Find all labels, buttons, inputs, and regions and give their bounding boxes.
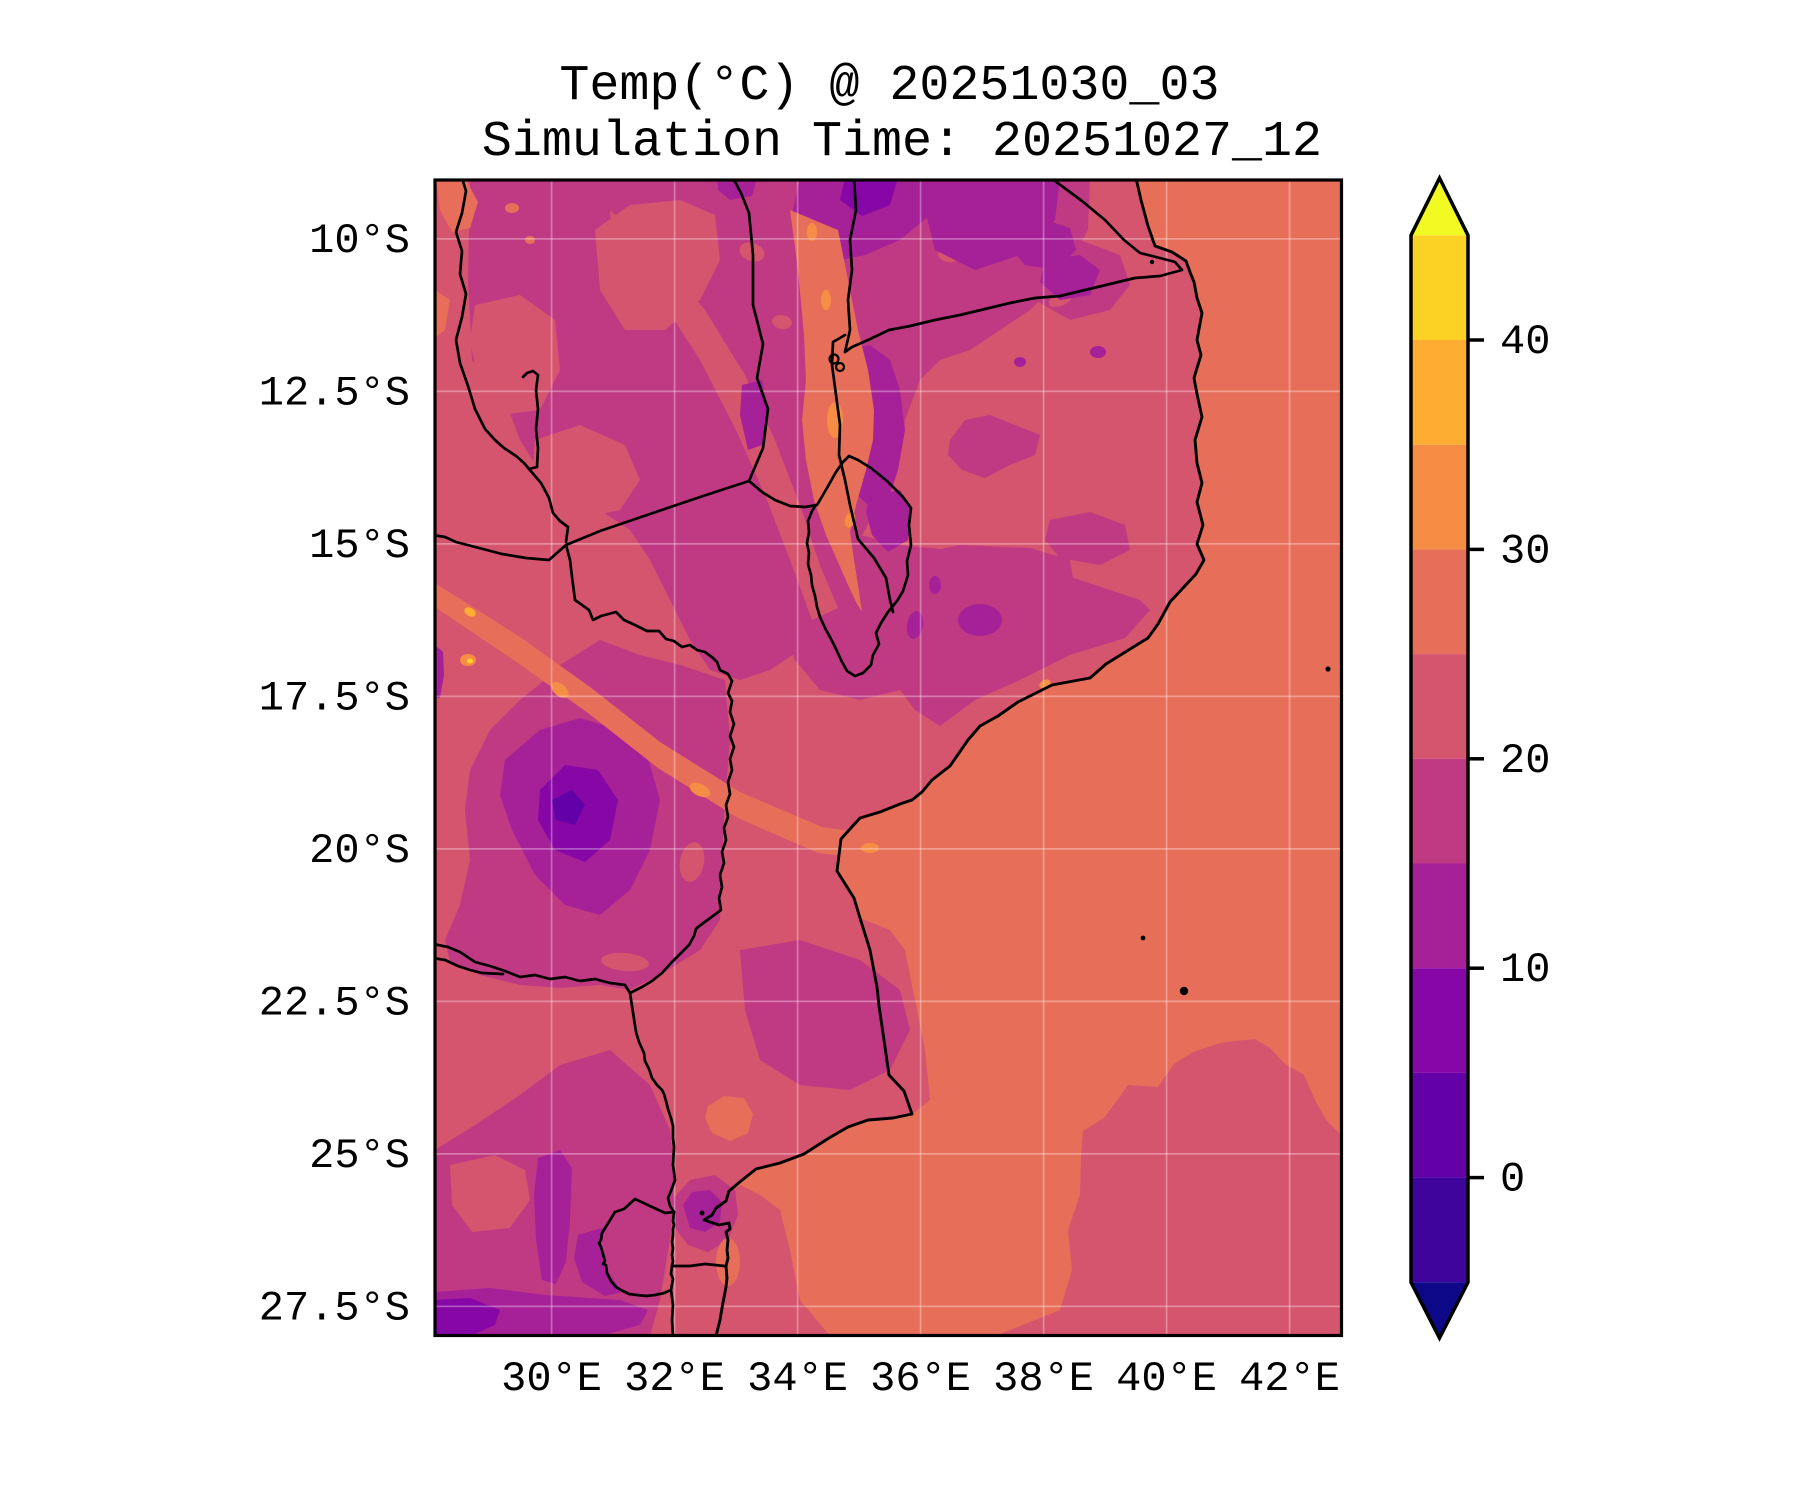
svg-text:25°S: 25°S: [309, 1132, 410, 1180]
svg-text:38°E: 38°E: [993, 1355, 1094, 1403]
svg-text:40: 40: [1500, 318, 1550, 366]
svg-text:30°E: 30°E: [501, 1355, 602, 1403]
svg-text:27.5°S: 27.5°S: [259, 1284, 410, 1332]
svg-text:30: 30: [1500, 527, 1550, 575]
svg-text:Simulation Time: 20251027_12: Simulation Time: 20251027_12: [482, 114, 1322, 171]
svg-text:12.5°S: 12.5°S: [259, 369, 410, 417]
svg-text:22.5°S: 22.5°S: [259, 979, 410, 1027]
svg-text:36°E: 36°E: [870, 1355, 971, 1403]
svg-text:10°S: 10°S: [309, 217, 410, 265]
svg-text:20°S: 20°S: [309, 827, 410, 875]
svg-text:20: 20: [1500, 737, 1550, 785]
svg-text:10: 10: [1500, 946, 1550, 994]
svg-text:Temp(°C) @ 20251030_03: Temp(°C) @ 20251030_03: [559, 58, 1219, 115]
svg-text:0: 0: [1500, 1156, 1525, 1204]
svg-text:17.5°S: 17.5°S: [259, 674, 410, 722]
svg-text:40°E: 40°E: [1116, 1355, 1217, 1403]
svg-text:34°E: 34°E: [747, 1355, 848, 1403]
svg-text:32°E: 32°E: [624, 1355, 725, 1403]
svg-text:15°S: 15°S: [309, 522, 410, 570]
svg-text:42°E: 42°E: [1239, 1355, 1340, 1403]
